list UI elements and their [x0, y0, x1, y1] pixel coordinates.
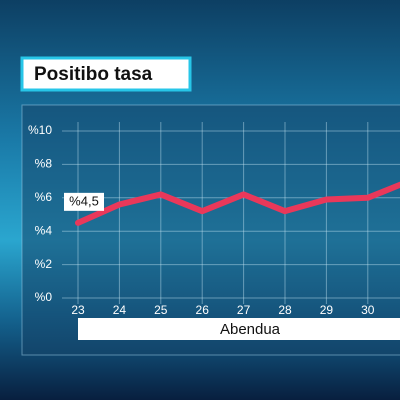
x-axis-label: Abendua: [220, 321, 281, 338]
y-tick-label: %4: [35, 223, 53, 237]
value-label: %4,5: [69, 193, 99, 208]
y-tick-label: %8: [35, 157, 53, 171]
x-label-box: [78, 318, 400, 340]
y-tick-label: %10: [28, 123, 52, 137]
x-tick-label: 25: [154, 303, 168, 317]
chart-title: Positibo tasa: [34, 64, 153, 85]
x-tick-label: 30: [361, 303, 375, 317]
x-tick-label: 29: [320, 303, 334, 317]
x-tick-label: 28: [278, 303, 292, 317]
y-tick-label: %0: [35, 290, 53, 304]
chart-panel: [21, 104, 400, 356]
title-box: [20, 56, 192, 92]
y-tick-label: %6: [35, 190, 53, 204]
x-tick-label: 27: [237, 303, 251, 317]
data-line: [75, 181, 400, 226]
x-tick-label: 24: [113, 303, 127, 317]
y-tick-label: %2: [35, 257, 53, 271]
value-label-box: [64, 192, 104, 211]
x-tick-label: 23: [71, 303, 85, 317]
x-tick-label: 26: [196, 303, 210, 317]
